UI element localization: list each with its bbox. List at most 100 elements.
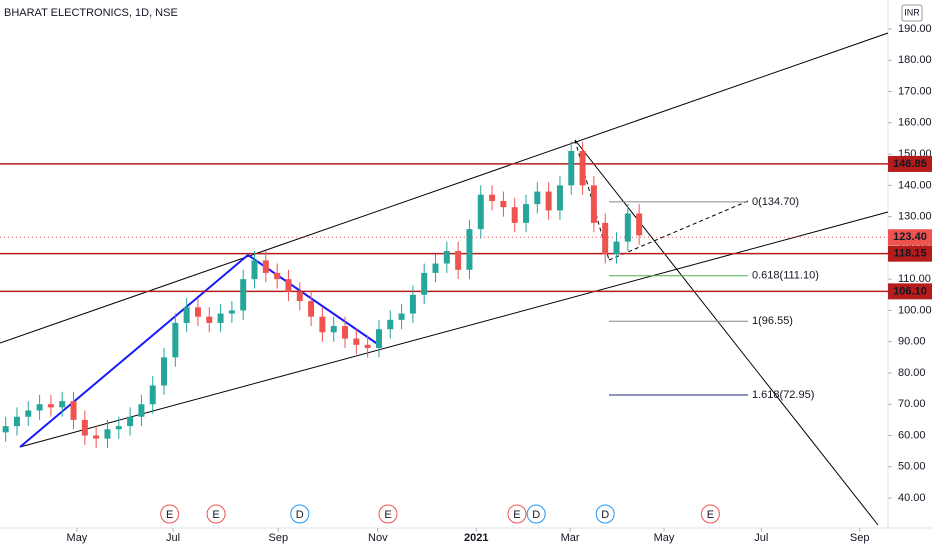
- candle-body: [432, 263, 439, 273]
- candle-body: [602, 222, 609, 255]
- x-tick-label: May: [654, 532, 675, 544]
- level-label: 118.15: [893, 248, 926, 260]
- x-tick-label: Nov: [368, 532, 388, 544]
- x-tick-label: Jul: [754, 532, 768, 544]
- event-label: D: [601, 509, 609, 521]
- candle-body: [13, 416, 20, 427]
- level-tag: [888, 155, 932, 172]
- candle-body: [262, 260, 269, 273]
- candle-body: [183, 307, 190, 323]
- level-label: 146.85: [893, 158, 927, 170]
- candle-body: [545, 191, 552, 211]
- x-tick-label: Sep: [268, 532, 288, 544]
- candle-body: [364, 344, 371, 348]
- candle-body: [161, 357, 168, 386]
- y-tick-label: 130.00: [898, 211, 932, 223]
- y-tick-label: 70.00: [898, 398, 926, 410]
- event-marker: [160, 504, 180, 524]
- candle-body: [398, 313, 405, 320]
- candle-body: [375, 329, 382, 348]
- x-tick-label: Sep: [850, 532, 870, 544]
- level-tag: [888, 245, 932, 262]
- y-tick-label: 60.00: [898, 429, 926, 441]
- last-price-tag: [888, 229, 932, 246]
- candle-body: [47, 404, 54, 408]
- zigzag: [19, 253, 383, 448]
- level-label: 106.10: [893, 285, 927, 297]
- x-tick-label: Mar: [561, 532, 580, 544]
- event-label: E: [166, 509, 173, 521]
- y-tick-label: 170.00: [898, 85, 932, 97]
- candle-body: [228, 310, 235, 314]
- y-tick-label: 100.00: [898, 304, 932, 316]
- event-marker: [290, 504, 310, 524]
- candle-body: [2, 426, 9, 433]
- x-tick-label: May: [67, 532, 88, 544]
- candle-body: [636, 213, 643, 236]
- event-label: D: [296, 509, 304, 521]
- event-marker: [526, 504, 546, 524]
- candle-body: [342, 326, 349, 339]
- candle-body: [613, 241, 620, 255]
- candle-body: [511, 207, 518, 223]
- currency: INR: [904, 7, 920, 17]
- candle-body: [172, 322, 179, 358]
- candle-body: [590, 185, 597, 223]
- candle-body: [93, 435, 100, 439]
- level-tag: [888, 283, 932, 300]
- chart-title: BHARAT ELECTRONICS, 1D, NSE: [4, 7, 178, 19]
- candle-body: [104, 429, 111, 439]
- event-label: E: [212, 509, 219, 521]
- candle-body: [568, 150, 575, 186]
- fib-label: 0(134.70): [752, 196, 799, 208]
- candle-body: [138, 404, 145, 417]
- candle-body: [206, 316, 213, 323]
- candle-body: [443, 251, 450, 264]
- candle-body: [534, 191, 541, 205]
- currency-box: [901, 4, 923, 22]
- candle-body: [421, 272, 428, 295]
- fib-label: 1.618(72.95): [752, 389, 814, 401]
- candle-body: [285, 279, 292, 292]
- x-tick-label: 2021: [464, 532, 488, 544]
- candle-body: [149, 385, 156, 405]
- candle-body: [59, 401, 66, 408]
- candle-body: [25, 410, 32, 417]
- candle-body: [409, 294, 416, 314]
- event-label: D: [532, 509, 540, 521]
- candle-body: [579, 150, 586, 186]
- candle-body: [489, 194, 496, 201]
- candle-body: [319, 316, 326, 333]
- y-tick-label: 180.00: [898, 54, 932, 66]
- candle-body: [81, 419, 88, 436]
- event-label: E: [384, 509, 391, 521]
- y-tick-label: 160.00: [898, 117, 932, 129]
- y-tick-label: 140.00: [898, 179, 932, 191]
- candle-body: [194, 307, 201, 317]
- channel-lower: [19, 211, 889, 448]
- event-label: E: [707, 509, 714, 521]
- candle-body: [500, 200, 507, 208]
- y-tick-label: 190.00: [898, 23, 932, 35]
- candle-body: [387, 319, 394, 330]
- candle-body: [36, 404, 43, 411]
- y-tick-label: 90.00: [898, 336, 926, 348]
- candle-body: [466, 229, 473, 270]
- fib-label: 0.618(111.10): [752, 270, 819, 282]
- candle-body: [274, 272, 281, 280]
- candle-body: [477, 194, 484, 230]
- candle-body: [217, 313, 224, 323]
- candle-body: [330, 326, 337, 333]
- event-marker: [700, 504, 720, 524]
- y-tick-label: 40.00: [898, 492, 926, 504]
- candle-body: [556, 185, 563, 211]
- event-marker: [206, 504, 226, 524]
- y-tick-label: 80.00: [898, 367, 926, 379]
- candle-body: [127, 416, 134, 427]
- y-tick-label: 110.00: [898, 273, 931, 285]
- candle-body: [251, 260, 258, 280]
- last-price-label: 123.40: [893, 231, 927, 243]
- trend-line: [574, 139, 879, 526]
